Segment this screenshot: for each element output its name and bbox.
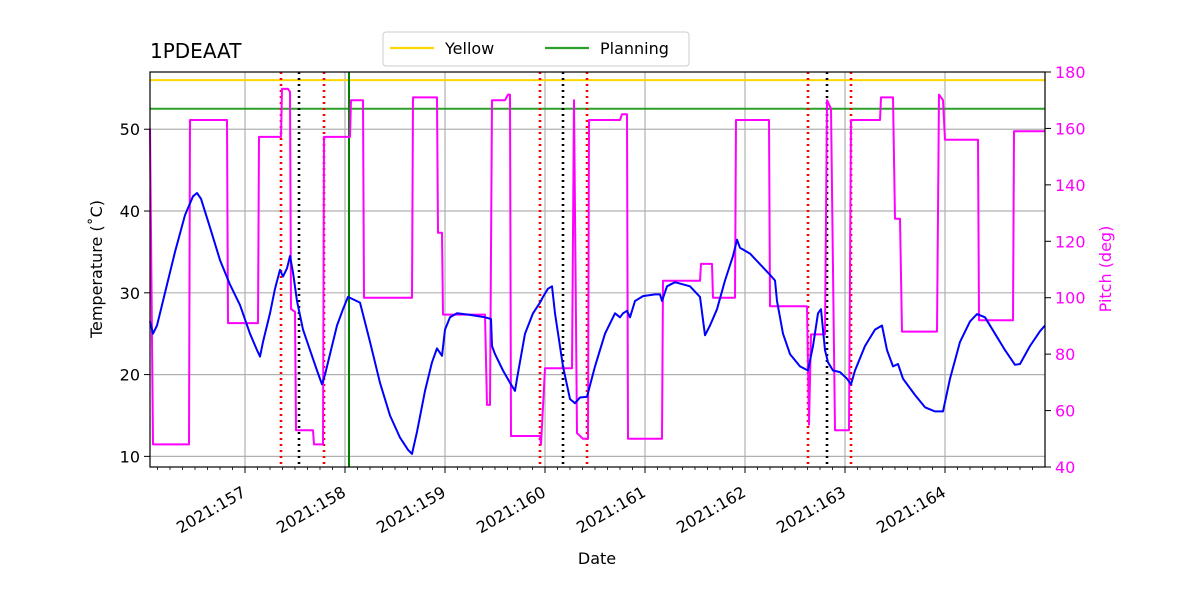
y-left-tick-label: 40: [120, 202, 140, 221]
legend-frame: [382, 31, 690, 67]
series-layer: [149, 87, 1046, 455]
y-left-tick-label: 20: [120, 366, 140, 385]
y-left-tick-label: 50: [120, 120, 140, 139]
axis-layer: 2021:157 2021:158 2021:159 2021:160 2021:161…: [120, 63, 1086, 537]
y-right-tick-label: 60: [1055, 402, 1075, 421]
x-tick-label: 2021:163: [773, 482, 849, 537]
x-tick-label: 2021:157: [173, 482, 249, 537]
x-tick-label: 2021:159: [373, 482, 449, 537]
y-left-tick-label: 30: [120, 284, 140, 303]
y-right-tick-label: 180: [1055, 63, 1086, 82]
x-tick-label: 2021:161: [573, 482, 649, 537]
y-right-tick-label: 80: [1055, 345, 1075, 364]
y-right-tick-label: 120: [1055, 232, 1086, 251]
legend: Yellow Planning: [382, 31, 690, 67]
y-axis-left-title: Temperature (˚C): [87, 200, 106, 339]
x-tick-label: 2021:164: [873, 482, 949, 537]
grid-layer: [150, 72, 1045, 467]
pitch-series-line: [149, 87, 1045, 446]
y-axis-right-title: Pitch (deg): [1096, 226, 1115, 313]
temperature-series-line: [149, 192, 1046, 455]
y-right-tick-label: 140: [1055, 176, 1086, 195]
legend-label-yellow: Yellow: [444, 39, 494, 58]
y-right-tick-label: 100: [1055, 289, 1086, 308]
legend-label-planning: Planning: [600, 39, 669, 58]
y-right-tick-label: 40: [1055, 458, 1075, 477]
limit-lines: [150, 79, 1045, 110]
chart-title: 1PDEAAT: [150, 39, 242, 63]
x-tick-label: 2021:158: [273, 482, 349, 537]
plot-frame: [149, 71, 1046, 468]
x-tick-label: 2021:162: [673, 482, 749, 537]
x-tick-label: 2021:160: [473, 482, 549, 537]
y-right-tick-label: 160: [1055, 119, 1086, 138]
x-axis-title: Date: [578, 549, 616, 568]
y-left-tick-label: 10: [120, 447, 140, 466]
